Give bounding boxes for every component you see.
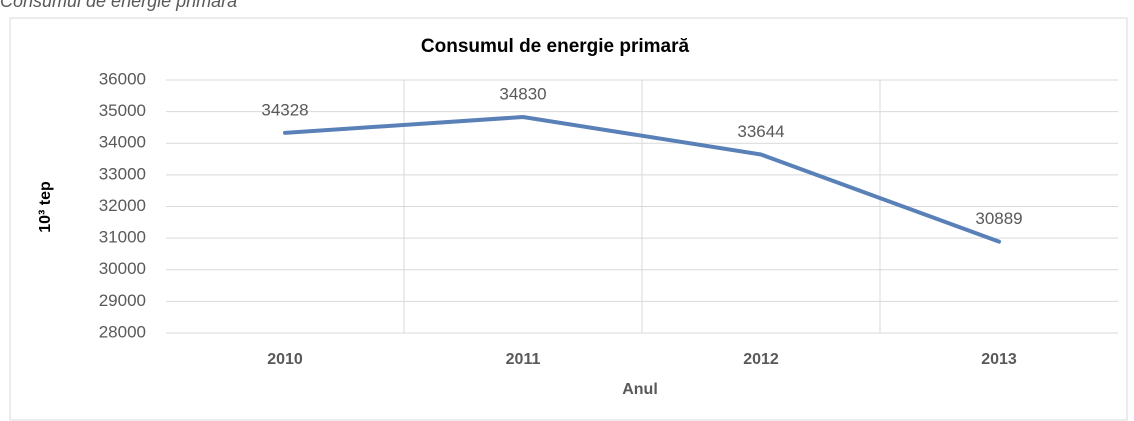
data-label: 34830 [499,84,546,103]
data-label: 33644 [737,122,784,141]
chart-title: Consumul de energie primară [421,36,690,57]
caption: Consumul de energie primară [0,0,237,11]
x-tick-label: 2012 [743,351,779,368]
y-tick-label: 33000 [99,164,146,183]
x-axis-label: Anul [622,381,658,398]
x-tick-label: 2011 [506,351,541,368]
y-tick-label: 28000 [99,322,146,341]
y-tick-label: 35000 [99,101,146,120]
x-tick-label: 2013 [981,351,1017,368]
y-tick-label: 34000 [99,133,146,152]
data-label: 34328 [261,100,308,119]
chart-frame [9,17,1128,421]
data-label: 30889 [975,209,1022,228]
y-tick-label: 36000 [99,69,146,88]
y-axis-label: 10³ tep [37,181,54,233]
y-tick-label: 31000 [99,228,146,247]
y-tick-label: 29000 [99,291,146,310]
x-tick-label: 2010 [267,351,303,368]
y-tick-label: 30000 [99,259,146,278]
line [283,115,1001,244]
y-tick-label: 32000 [99,196,146,215]
